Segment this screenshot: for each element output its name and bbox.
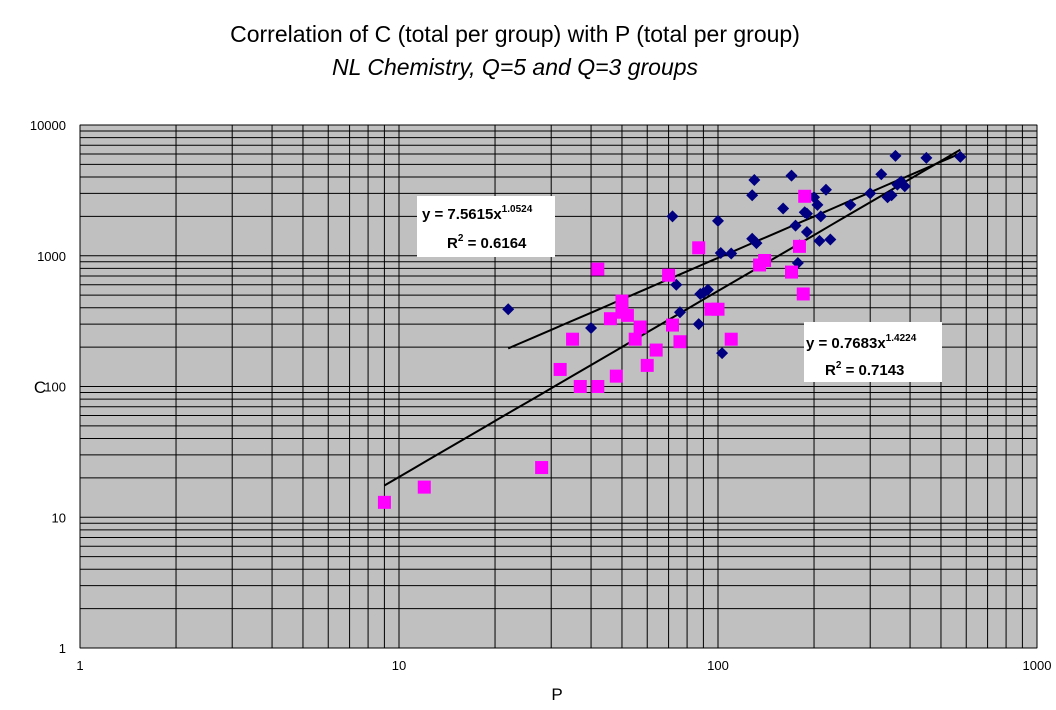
equation-series2: y = 0.7683x (806, 335, 886, 352)
data-point-diamond (673, 306, 686, 319)
data-point-square (665, 318, 679, 332)
data-point-square (417, 480, 431, 494)
data-point-square (662, 268, 676, 282)
r2-label-series1: R (447, 235, 458, 252)
data-point-square (603, 312, 617, 326)
svg-text:R2 = 0.7143: R2 = 0.7143 (825, 360, 904, 379)
y-tick-label: 1 (59, 641, 66, 656)
data-point-diamond (844, 198, 857, 211)
data-point-square (591, 262, 605, 276)
data-point-square (591, 380, 605, 393)
data-point-diamond (692, 318, 705, 331)
data-point-diamond (725, 247, 738, 260)
data-point-square (640, 358, 654, 372)
r2-value-series2: = 0.7143 (841, 362, 904, 379)
data-point-square (785, 265, 799, 279)
data-point-square (711, 302, 725, 316)
svg-text:y = 7.5615x1.0524: y = 7.5615x1.0524 (422, 204, 533, 223)
equation-exponent-series2: 1.4224 (886, 333, 917, 344)
data-point-diamond (748, 173, 761, 186)
data-point-diamond (712, 214, 724, 227)
data-point-diamond (819, 183, 832, 196)
data-point-diamond (666, 210, 679, 223)
data-points (377, 149, 967, 509)
data-point-diamond (701, 283, 714, 296)
data-point-diamond (889, 149, 902, 162)
data-point-square (377, 495, 391, 509)
data-point-diamond (800, 207, 813, 220)
chart-subtitle: NL Chemistry, Q=5 and Q=3 groups (332, 54, 699, 80)
chart-title: Correlation of C (total per group) with … (230, 21, 800, 47)
equation-series1: y = 7.5615x (422, 206, 502, 223)
x-tick-label: 1000 (1023, 658, 1052, 673)
data-point-diamond (777, 202, 790, 215)
data-point-square (758, 253, 772, 267)
data-point-diamond (811, 198, 824, 211)
data-point-square (573, 380, 587, 393)
y-axis-label: C (34, 378, 46, 397)
data-point-diamond (670, 278, 683, 291)
tick-labels: 1 10 100 1000 1 10 100 1000 10000 (30, 118, 1052, 673)
r2-label-series2: R (825, 362, 836, 379)
data-point-diamond (954, 150, 967, 163)
data-point-diamond (585, 322, 598, 335)
r2-superscript-series2: 2 (836, 360, 842, 371)
y-tick-label: 10000 (30, 118, 66, 133)
x-tick-label: 10 (392, 658, 406, 673)
r2-superscript-series1: 2 (458, 233, 464, 244)
y-tick-label: 100 (44, 380, 66, 395)
data-point-square (566, 332, 580, 346)
trendline-series-2 (383, 148, 961, 487)
data-point-diamond (864, 187, 877, 200)
data-point-square (609, 369, 623, 383)
data-point-square (620, 308, 634, 322)
data-point-diamond (502, 303, 515, 316)
svg-text:y = 0.7683x1.4224: y = 0.7683x1.4224 (806, 333, 917, 352)
data-point-square (724, 332, 738, 346)
data-point-diamond (785, 169, 798, 182)
data-point-square (553, 362, 567, 376)
data-point-square (792, 239, 806, 253)
data-point-diamond (875, 168, 888, 181)
data-point-diamond (920, 151, 933, 164)
x-axis-label: P (551, 685, 562, 704)
data-point-diamond (824, 233, 837, 246)
data-point-square (633, 320, 647, 334)
data-point-square (649, 343, 663, 357)
data-point-diamond (885, 189, 898, 202)
data-point-square (798, 189, 812, 203)
data-point-square (628, 332, 642, 346)
data-point-diamond (746, 189, 759, 202)
x-tick-label: 100 (707, 658, 729, 673)
data-point-diamond (750, 237, 763, 250)
y-tick-label: 1000 (37, 249, 66, 264)
data-point-square (692, 241, 706, 255)
data-point-diamond (789, 219, 802, 232)
equation-exponent-series1: 1.0524 (502, 204, 533, 215)
equation-box-series2: y = 0.7683x1.4224 R2 = 0.7143 (804, 322, 942, 382)
svg-text:R2 = 0.6164: R2 = 0.6164 (447, 233, 527, 252)
data-point-diamond (714, 246, 727, 259)
x-tick-label: 1 (76, 658, 83, 673)
data-point-diamond (800, 225, 813, 238)
data-point-square (535, 461, 549, 475)
equation-box-series1: y = 7.5615x1.0524 R2 = 0.6164 (417, 196, 555, 257)
data-point-diamond (898, 180, 911, 193)
data-point-square (796, 287, 810, 301)
data-point-diamond (716, 347, 729, 360)
data-point-square (673, 335, 687, 349)
data-point-diamond (814, 210, 827, 223)
r2-value-series1: = 0.6164 (463, 235, 527, 252)
y-tick-label: 10 (52, 510, 66, 525)
data-point-square (615, 294, 629, 308)
data-point-diamond (813, 234, 826, 247)
